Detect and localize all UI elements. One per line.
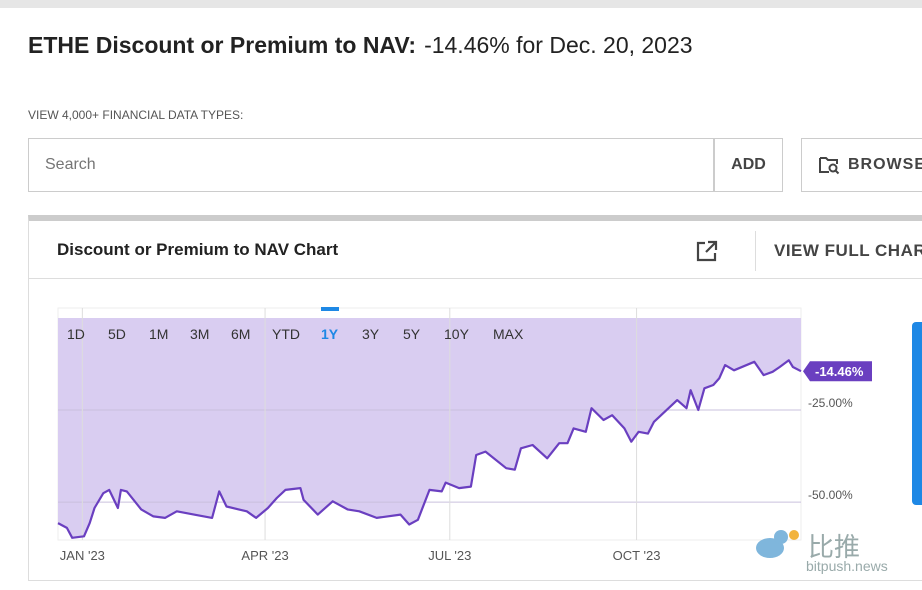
x-tick-label: JUL '23 <box>428 548 471 563</box>
x-tick-label: JAN '23 <box>60 548 105 563</box>
last-value-badge <box>803 361 872 382</box>
range-button-1m[interactable]: 1M <box>149 326 168 342</box>
add-button[interactable]: ADD <box>714 138 783 192</box>
area-fill <box>58 318 801 538</box>
y-tick-label: -25.00% <box>808 396 853 410</box>
folder-search-icon <box>819 157 840 175</box>
view-full-chart-button[interactable]: VIEW FULL CHART <box>774 241 922 260</box>
browse-button[interactable]: BROWSE <box>801 138 922 192</box>
chart-card: Discount or Premium to NAV Chart VIEW FU… <box>28 215 922 581</box>
data-types-hint: VIEW 4,000+ FINANCIAL DATA TYPES: <box>28 108 244 122</box>
bitpush-bird-icon <box>756 530 799 558</box>
range-button-10y[interactable]: 10Y <box>444 326 470 342</box>
external-link-icon[interactable] <box>695 239 719 263</box>
range-button-1d[interactable]: 1D <box>67 326 85 342</box>
y-tick-label: -50.00% <box>808 488 853 502</box>
range-button-5y[interactable]: 5Y <box>403 326 421 342</box>
browse-label: BROWSE <box>848 156 922 173</box>
search-input[interactable] <box>28 138 714 192</box>
divider <box>755 231 756 271</box>
range-button-1y[interactable]: 1Y <box>321 326 339 342</box>
side-panel-tab[interactable] <box>912 322 922 505</box>
x-tick-label: OCT '23 <box>613 548 661 563</box>
title-label: ETHE Discount or Premium to NAV: <box>28 32 417 58</box>
divider <box>29 278 922 279</box>
title-value: -14.46% for Dec. 20, 2023 <box>424 32 693 58</box>
x-tick-label: APR '23 <box>241 548 288 563</box>
range-button-6m[interactable]: 6M <box>231 326 250 342</box>
last-value-label: -14.46% <box>815 364 864 379</box>
range-button-max[interactable]: MAX <box>493 326 524 342</box>
range-button-5d[interactable]: 5D <box>108 326 126 342</box>
top-bar <box>0 0 922 8</box>
watermark-en: bitpush.news <box>806 558 888 574</box>
page-title: ETHE Discount or Premium to NAV: -14.46% … <box>28 32 693 59</box>
active-range-indicator <box>321 307 339 311</box>
series-line <box>57 359 802 539</box>
watermark-cn: 比推 <box>808 532 861 562</box>
range-button-3m[interactable]: 3M <box>190 326 209 342</box>
chart-card-title: Discount or Premium to NAV Chart <box>57 240 339 259</box>
range-button-3y[interactable]: 3Y <box>362 326 380 342</box>
range-button-ytd[interactable]: YTD <box>272 326 300 342</box>
